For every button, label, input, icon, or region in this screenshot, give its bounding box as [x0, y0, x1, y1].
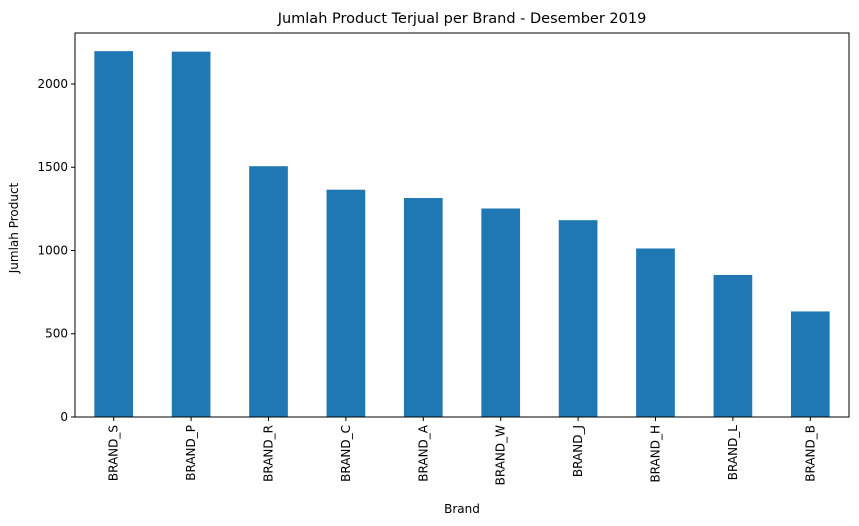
x-tick-label: BRAND_W: [494, 425, 508, 486]
x-axis-label: Brand: [444, 502, 480, 516]
x-tick-label: BRAND_H: [649, 425, 663, 483]
x-axis-ticks: BRAND_S BRAND_P BRAND_R BRAND_C BRAND_A BRAND…: [107, 417, 817, 486]
bar-brand-w: [481, 208, 521, 417]
y-tick-label: 2000: [37, 77, 68, 91]
bar-brand-b: [790, 311, 830, 417]
x-tick-label: BRAND_L: [726, 425, 740, 481]
x-tick-label: BRAND_B: [803, 425, 817, 482]
y-tick-label: 500: [45, 327, 68, 341]
y-tick-label: 1000: [37, 243, 68, 257]
bar-brand-c: [326, 189, 366, 417]
bar-brand-a: [403, 198, 443, 417]
y-tick-label: 0: [60, 410, 68, 424]
x-tick-label: BRAND_J: [571, 425, 585, 477]
x-tick-label: BRAND_R: [262, 425, 276, 482]
x-tick-label: BRAND_C: [339, 425, 353, 482]
bar-brand-s: [94, 51, 134, 417]
y-tick-label: 1500: [37, 160, 68, 174]
y-axis-label: Jumlah Product: [7, 182, 21, 274]
bar-brand-p: [171, 51, 211, 417]
x-tick-label: BRAND_S: [107, 425, 121, 481]
y-axis-ticks: 0 500 1000 1500 2000: [37, 77, 75, 424]
bar-brand-h: [636, 248, 675, 417]
plot-frame: [74, 32, 850, 418]
bar-brand-r: [249, 166, 288, 417]
chart-title: Jumlah Product Terjual per Brand - Desem…: [277, 11, 647, 27]
bars-group: [94, 51, 830, 417]
x-tick-label: BRAND_P: [184, 425, 198, 481]
x-tick-label: BRAND_A: [416, 424, 430, 482]
bar-brand-j: [558, 220, 598, 417]
bar-brand-l: [713, 274, 753, 417]
